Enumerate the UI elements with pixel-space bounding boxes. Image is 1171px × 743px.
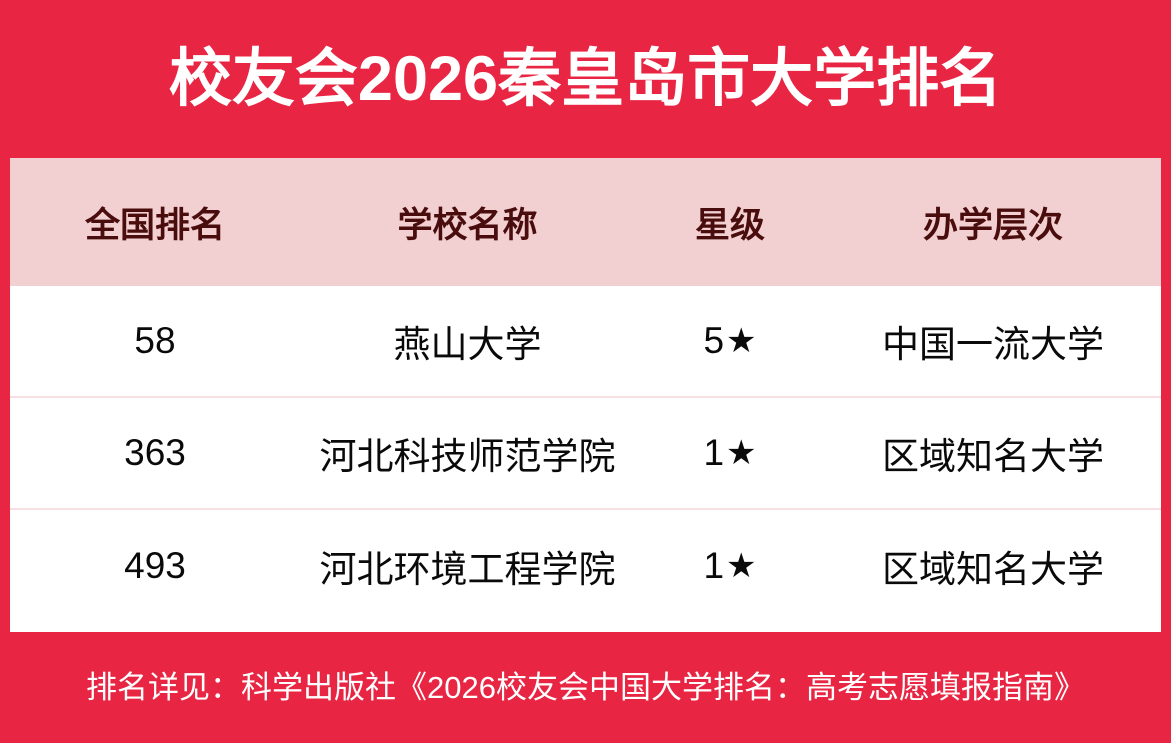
footer-band: 排名详见：科学出版社《2026校友会中国大学排名：高考志愿填报指南》 xyxy=(0,632,1171,743)
table-header-row: 全国排名 学校名称 星级 办学层次 xyxy=(10,158,1161,286)
ranking-table: 全国排名 学校名称 星级 办学层次 58 燕山大学 5 ★ 中国一流大学 363… xyxy=(10,158,1161,632)
column-header-star-rating: 星级 xyxy=(694,205,765,245)
source-note: 排名详见：科学出版社《2026校友会中国大学排名：高考志愿填报指南》 xyxy=(86,670,1085,705)
column-header-rank: 全国排名 xyxy=(84,205,225,245)
title-band: 校友会2026秦皇岛市大学排名 xyxy=(0,0,1171,158)
cell-rank: 58 xyxy=(134,320,176,361)
cell-school-tier: 区域知名大学 xyxy=(882,436,1104,477)
cell-star-rating: 1 ★ xyxy=(635,545,825,587)
cell-rank: 493 xyxy=(124,545,186,586)
column-header-school-name: 学校名称 xyxy=(397,205,538,245)
column-header-school-tier: 办学层次 xyxy=(922,205,1063,245)
cell-rank: 363 xyxy=(124,432,186,473)
table-row: 493 河北环境工程学院 1 ★ 区域知名大学 xyxy=(10,510,1161,622)
star-icon: ★ xyxy=(726,546,757,586)
cell-star-rating: 5 ★ xyxy=(635,320,825,362)
cell-school-name: 燕山大学 xyxy=(393,324,542,365)
cell-star-rating: 1 ★ xyxy=(635,432,825,474)
table-row: 363 河北科技师范学院 1 ★ 区域知名大学 xyxy=(10,398,1161,510)
star-count: 1 xyxy=(703,432,725,473)
star-count: 5 xyxy=(703,320,725,361)
table-row: 58 燕山大学 5 ★ 中国一流大学 xyxy=(10,286,1161,398)
cell-school-tier: 中国一流大学 xyxy=(882,324,1104,365)
cell-school-tier: 区域知名大学 xyxy=(882,549,1104,590)
page-title: 校友会2026秦皇岛市大学排名 xyxy=(168,43,1003,114)
star-icon: ★ xyxy=(726,433,757,473)
cell-school-name: 河北科技师范学院 xyxy=(319,436,616,477)
star-icon: ★ xyxy=(726,321,757,361)
cell-school-name: 河北环境工程学院 xyxy=(319,549,616,590)
star-count: 1 xyxy=(703,545,725,586)
